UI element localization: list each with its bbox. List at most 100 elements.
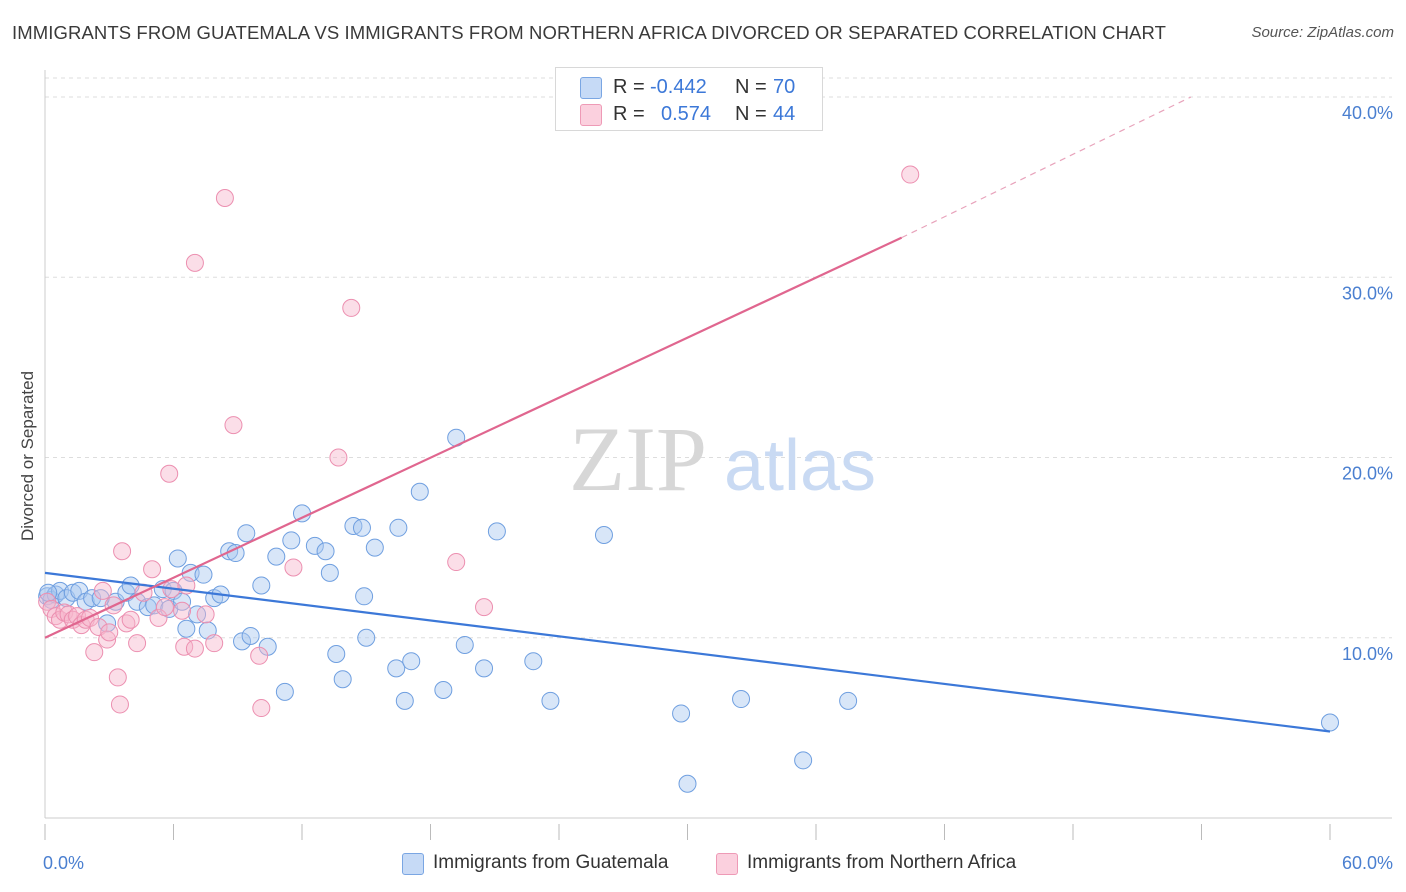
y-tick-label: 30.0%: [1342, 283, 1393, 303]
point-guatemala: [275, 682, 294, 701]
point-guatemala: [241, 626, 260, 645]
point-guatemala: [594, 526, 613, 545]
point-nafrica: [110, 695, 129, 714]
legend-r-label: R =: [613, 76, 645, 98]
point-nafrica: [250, 646, 269, 665]
legend-swatch-guatemala: [580, 77, 602, 99]
point-nafrica: [173, 601, 192, 620]
point-nafrica: [215, 188, 234, 207]
point-nafrica: [329, 448, 348, 467]
point-guatemala: [267, 547, 286, 566]
trend-lines: [44, 96, 1331, 733]
point-guatemala: [732, 690, 751, 709]
point-nafrica: [108, 668, 127, 687]
point-guatemala: [839, 691, 858, 710]
legend-swatch-nafrica: [580, 104, 602, 126]
point-nafrica: [128, 634, 147, 653]
watermark: ZIP atlas: [569, 408, 876, 510]
axes: [44, 70, 1392, 840]
point-nafrica: [205, 634, 224, 653]
point-nafrica: [196, 605, 215, 624]
point-guatemala: [524, 652, 543, 671]
point-nafrica: [121, 610, 140, 629]
point-guatemala: [1321, 713, 1339, 732]
point-guatemala: [487, 522, 506, 541]
legend-r-label: R =: [613, 103, 645, 125]
point-nafrica: [100, 623, 119, 642]
trend-line-guatemala: [44, 571, 1331, 733]
point-nafrica: [160, 464, 179, 483]
point-guatemala: [357, 628, 376, 647]
point-guatemala: [355, 587, 374, 606]
point-guatemala: [794, 751, 813, 770]
point-nafrica: [93, 581, 112, 600]
watermark-atlas: atlas: [724, 426, 876, 506]
source-note: Source: ZipAtlas.com: [1251, 24, 1394, 41]
point-guatemala: [389, 518, 408, 537]
grid-lines: [45, 77, 1392, 639]
point-nafrica: [85, 643, 104, 662]
point-nafrica: [113, 542, 132, 561]
point-guatemala: [395, 691, 414, 710]
point-guatemala: [316, 542, 335, 561]
legend-n-value: 70: [773, 76, 796, 98]
point-guatemala: [237, 524, 256, 543]
y-tick-label: 40.0%: [1342, 103, 1393, 123]
point-guatemala: [455, 635, 474, 654]
point-nafrica: [284, 558, 303, 577]
tick-labels: 10.0% 20.0% 30.0% 40.0% 0.0% 60.0%: [43, 103, 1393, 873]
point-nafrica: [143, 560, 162, 579]
point-guatemala: [402, 652, 421, 671]
point-guatemala: [475, 659, 494, 678]
series-nafrica-points: [38, 165, 920, 718]
point-nafrica: [149, 608, 168, 627]
point-nafrica: [185, 253, 204, 272]
chart-title: IMMIGRANTS FROM GUATEMALA VS IMMIGRANTS …: [12, 22, 1167, 43]
point-guatemala: [282, 531, 301, 550]
point-nafrica: [185, 639, 204, 658]
point-nafrica: [89, 617, 108, 636]
point-guatemala: [434, 681, 453, 700]
point-guatemala: [252, 576, 271, 595]
point-guatemala: [678, 774, 697, 793]
bottom-legend-swatch-nafrica: [716, 853, 738, 875]
x-tick-label: 60.0%: [1342, 853, 1393, 873]
legend-r-value: 0.574: [661, 103, 712, 125]
x-tick-label: 0.0%: [43, 853, 84, 873]
bottom-legend-label-nafrica: Immigrants from Northern Africa: [747, 852, 1017, 873]
bottom-legend-label-guatemala: Immigrants from Guatemala: [433, 852, 669, 873]
point-nafrica: [224, 416, 243, 435]
point-nafrica: [342, 298, 361, 317]
point-nafrica: [475, 598, 494, 617]
point-guatemala: [365, 538, 384, 557]
point-guatemala: [333, 670, 352, 689]
y-tick-label: 10.0%: [1342, 644, 1393, 664]
legend-n-label: N =: [735, 103, 767, 125]
point-guatemala: [168, 549, 187, 568]
point-guatemala: [194, 565, 213, 584]
point-guatemala: [63, 583, 82, 602]
point-guatemala: [327, 644, 346, 663]
point-guatemala: [352, 518, 371, 537]
stats-legend: R = -0.442 N = 70 R = 0.574 N = 44: [555, 67, 823, 131]
point-guatemala: [387, 659, 406, 678]
point-nafrica: [98, 630, 117, 649]
point-guatemala: [177, 619, 196, 638]
point-nafrica: [447, 553, 466, 572]
legend-r-value: -0.442: [650, 76, 707, 98]
point-guatemala: [305, 536, 324, 555]
point-guatemala: [672, 704, 691, 723]
point-guatemala: [541, 691, 560, 710]
point-guatemala: [320, 563, 339, 582]
point-nafrica: [252, 699, 271, 718]
y-tick-label: 20.0%: [1342, 464, 1393, 484]
trend-line-nafrica-extension: [901, 96, 1192, 239]
point-nafrica: [901, 165, 920, 184]
bottom-legend-swatch-guatemala: [402, 853, 424, 875]
trend-line-nafrica: [44, 236, 903, 639]
legend-n-label: N =: [735, 76, 767, 98]
legend-n-value: 44: [773, 103, 796, 125]
point-nafrica: [155, 598, 174, 617]
point-guatemala: [410, 482, 429, 501]
